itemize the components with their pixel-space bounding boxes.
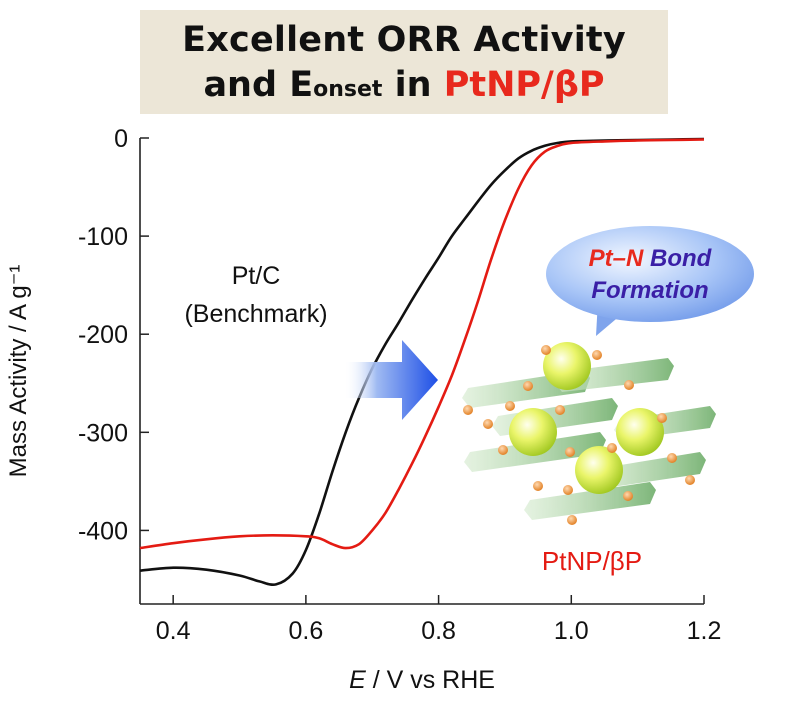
series-layer	[139, 137, 705, 587]
nitrogen-dots	[463, 345, 695, 525]
y-tick-label: -400	[78, 517, 128, 545]
x-ticks: 0.4 0.6 0.8 1.0 1.2	[156, 595, 722, 645]
y-tick-label: -100	[78, 223, 128, 251]
title-line-1: Excellent ORR Activity	[182, 20, 626, 60]
series-line-ptc	[139, 137, 705, 587]
ptc-label-line-2: (Benchmark)	[184, 300, 327, 328]
shift-arrow	[344, 340, 438, 420]
x-tick-label: 0.6	[288, 617, 323, 645]
y-tick-label: 0	[114, 125, 128, 153]
y-tick-label: -200	[78, 321, 128, 349]
x-tick-label: 1.2	[687, 617, 722, 645]
bubble-blue-text-2: Formation	[591, 277, 708, 304]
title-line-2-prefix: and E	[203, 65, 314, 105]
series-line-ptnp	[139, 138, 705, 550]
x-axis-label: E / V vs RHE	[349, 666, 495, 694]
pt-nanoparticles	[509, 342, 664, 494]
x-axis-label-rest: / V vs RHE	[366, 666, 495, 694]
ptnp-label: PtNP/βP	[542, 546, 642, 576]
beta-sheet-strips	[462, 358, 716, 520]
speech-bubble: Pt–N Bond Formation	[546, 226, 754, 336]
bubble-line-1: Pt–N Bond	[589, 245, 713, 272]
title-line-2-highlight: PtNP/βP	[443, 65, 605, 105]
ptc-label-line-1: Pt/C	[232, 262, 281, 290]
bubble-red-text: Pt–N	[589, 245, 644, 272]
axes: 0 -100 -200 -300 -400 0.4 0.6 0.8 1.0 1.2	[78, 125, 721, 645]
x-tick-label: 1.0	[554, 617, 589, 645]
y-ticks: 0 -100 -200 -300 -400	[78, 125, 149, 545]
y-axis-label: Mass Activity / A g⁻¹	[5, 265, 32, 478]
x-axis-label-italic: E	[349, 666, 366, 694]
x-tick-label: 0.8	[421, 617, 456, 645]
bubble-blue-text-1: Bond	[643, 245, 712, 272]
title-line-2-subscript: onset	[313, 77, 383, 102]
nanoparticle-illustration	[462, 342, 716, 525]
title-line-2: and Eonset in PtNP/βP	[140, 65, 668, 105]
y-tick-label: -300	[78, 419, 128, 447]
title-banner: Excellent ORR Activity and Eonset in PtN…	[140, 10, 668, 114]
x-tick-label: 0.4	[156, 617, 191, 645]
title-line-2-mid: in	[382, 65, 444, 105]
